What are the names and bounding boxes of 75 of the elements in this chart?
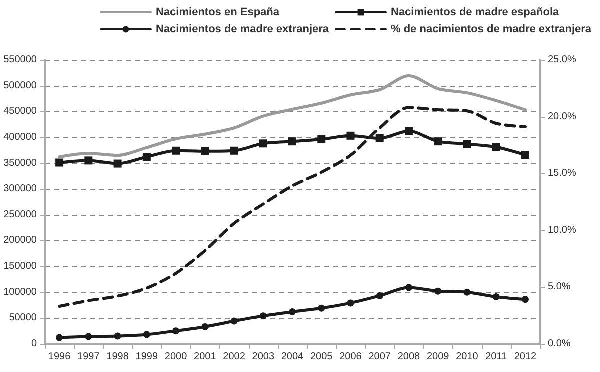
- point: [434, 288, 442, 295]
- x-tick-label: 2003: [252, 352, 275, 362]
- y-tick-label: 350000: [4, 158, 38, 169]
- point: [405, 284, 412, 292]
- y-tick-label: 250000: [4, 209, 38, 220]
- y-tick-label: 100000: [4, 286, 38, 298]
- point: [172, 328, 180, 335]
- x-tick-label: 2009: [426, 352, 450, 362]
- point: [201, 147, 210, 156]
- point: [346, 132, 355, 140]
- x-tick-label: 2001: [194, 352, 217, 362]
- legend-label: % de nacimientos de madre extranjera: [391, 24, 592, 36]
- x-tick-label: 2008: [398, 352, 421, 362]
- point: [114, 160, 122, 168]
- y-tick-label: 400000: [4, 132, 38, 143]
- x-tick-label: 1999: [136, 352, 158, 362]
- y2-tick-label: 0.0%: [548, 338, 571, 350]
- x-tick-label: 1998: [106, 352, 130, 362]
- x-tick-label: 1996: [48, 352, 72, 362]
- point: [202, 323, 209, 330]
- point: [288, 138, 296, 146]
- y-tick-label: 200000: [4, 235, 38, 246]
- y-tick-label: 300000: [4, 184, 38, 195]
- y2-tick-label: 25.0%: [548, 54, 576, 66]
- legend-label: Nacimientos de madre española: [391, 6, 560, 18]
- y-tick-label: 550000: [4, 54, 38, 66]
- point: [521, 151, 530, 160]
- point: [230, 146, 238, 155]
- legend-label: Nacimientos en España: [156, 6, 280, 18]
- point: [230, 318, 238, 325]
- y-tick-label: 150000: [4, 261, 38, 272]
- point: [318, 304, 326, 312]
- point: [376, 134, 384, 142]
- point: [85, 333, 92, 340]
- line-series: [58, 106, 527, 308]
- point: [259, 140, 268, 148]
- point: [492, 294, 500, 301]
- point: [172, 146, 180, 155]
- x-tick-label: 2004: [281, 352, 304, 362]
- point: [143, 331, 150, 338]
- point: [260, 312, 267, 320]
- x-tick-label: 2012: [514, 352, 537, 362]
- x-tick-label: 2011: [486, 352, 508, 362]
- y-tick-label: 0: [31, 338, 38, 350]
- y2-tick-label: 20.0%: [548, 111, 576, 122]
- point: [84, 156, 93, 165]
- point: [376, 292, 384, 300]
- legend-label: Nacimientos de madre extranjera: [156, 24, 330, 36]
- line-series: [58, 74, 527, 159]
- x-tick-label: 2010: [456, 352, 479, 362]
- x-tick-label: 1997: [78, 352, 100, 362]
- point: [56, 334, 64, 342]
- y2-tick-label: 10.0%: [548, 224, 576, 236]
- point: [492, 143, 500, 152]
- point: [142, 153, 151, 162]
- x-tick-label: 2007: [368, 352, 392, 362]
- y-tick-label: 50000: [9, 312, 38, 324]
- y-tick-label: 450000: [4, 106, 38, 118]
- point: [404, 127, 413, 136]
- point: [56, 158, 64, 167]
- point: [434, 138, 442, 146]
- y2-tick-label: 15.0%: [548, 168, 576, 180]
- point: [347, 300, 354, 307]
- point: [463, 140, 472, 148]
- point: [318, 136, 326, 144]
- point: [114, 332, 122, 340]
- x-tick-label: 2006: [340, 352, 362, 362]
- x-tick-label: 2000: [164, 352, 188, 362]
- y2-tick-label: 5.0%: [548, 282, 571, 293]
- point: [522, 296, 529, 304]
- point: [289, 308, 296, 316]
- x-tick-label: 2005: [310, 352, 334, 362]
- point: [464, 288, 471, 296]
- y-tick-label: 500000: [4, 80, 38, 92]
- x-tick-label: 2002: [223, 352, 246, 362]
